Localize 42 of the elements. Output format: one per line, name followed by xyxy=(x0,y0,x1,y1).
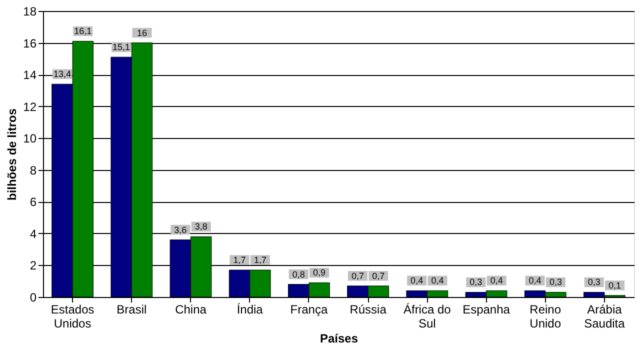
data-label: 0,4 xyxy=(410,276,424,286)
x-tick-label: Arábia Saudita xyxy=(584,302,626,330)
data-label: 0,8 xyxy=(292,269,305,280)
data-label: 0,9 xyxy=(313,268,326,278)
y-tick-label: 14 xyxy=(23,68,37,82)
data-label: 0,7 xyxy=(372,270,385,281)
data-label: 0,3 xyxy=(549,277,562,288)
y-tick-label: 10 xyxy=(23,132,37,146)
x-tick-label: Estados Unidos xyxy=(50,302,94,330)
data-label: 0,7 xyxy=(351,270,364,281)
data-label: 0,3 xyxy=(470,277,482,288)
y-tick-label: 16 xyxy=(23,36,37,50)
x-tick-label: China xyxy=(175,302,207,316)
data-label: 16 xyxy=(136,28,147,38)
y-tick-label: 18 xyxy=(23,4,37,18)
data-label: 16,1 xyxy=(74,26,92,36)
data-label: 13,4 xyxy=(53,69,71,80)
x-tick-label: França xyxy=(290,302,328,316)
y-tick-label: 0 xyxy=(30,290,37,304)
y-tick-label: 4 xyxy=(30,226,37,241)
data-label: 0,4 xyxy=(528,276,542,286)
x-axis-title: Países xyxy=(320,332,358,346)
x-tick-label: África do Sul xyxy=(403,302,452,330)
data-label: 3,8 xyxy=(194,222,208,232)
x-tick-label: Reino Unido xyxy=(530,302,562,330)
x-tick-label: Espanha xyxy=(462,302,510,316)
y-tick-label: 12 xyxy=(23,100,37,114)
y-tick-label: 2 xyxy=(30,258,37,273)
data-label: 0,3 xyxy=(588,277,600,288)
y-tick-label: 6 xyxy=(30,195,37,210)
data-label: 0,4 xyxy=(490,276,503,286)
data-label: 0,4 xyxy=(431,276,444,286)
data-label: 0,1 xyxy=(608,280,622,290)
x-tick-label: Brasil xyxy=(116,302,147,316)
data-label: 1,7 xyxy=(254,254,266,265)
data-label: 1,7 xyxy=(233,254,246,265)
x-tick-label: Rússia xyxy=(350,302,387,316)
y-tick-label: 8 xyxy=(30,163,37,178)
x-tick-label: Índia xyxy=(236,302,264,316)
y-axis-title: bilhões de litros xyxy=(5,108,20,201)
data-label: 3,6 xyxy=(174,224,187,235)
data-label: 15,1 xyxy=(112,42,130,52)
